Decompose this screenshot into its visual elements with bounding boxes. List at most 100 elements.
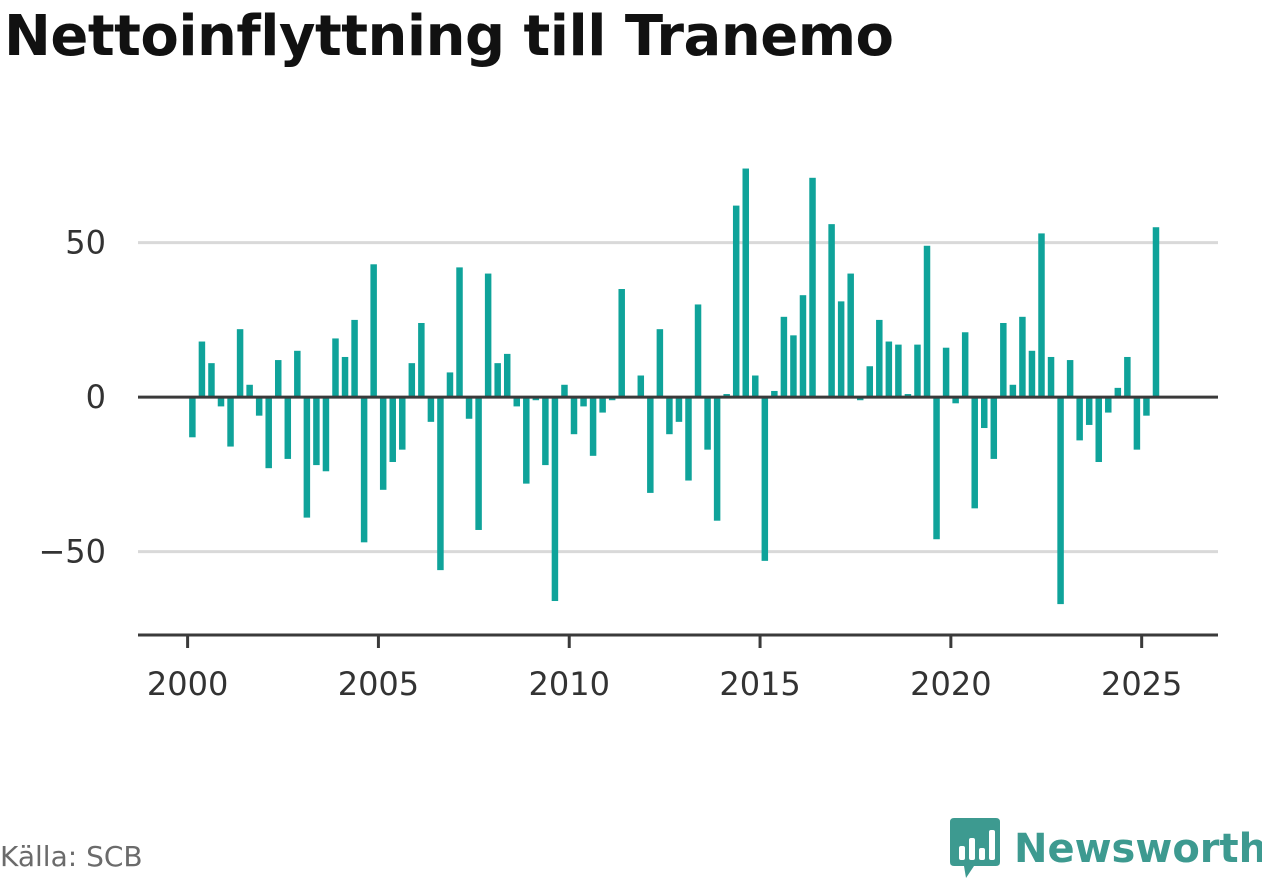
y-axis-ticks: 50 0 −50	[38, 224, 106, 571]
bar	[322, 397, 330, 472]
bars	[189, 168, 1160, 605]
bar	[1076, 397, 1083, 441]
bar	[427, 397, 435, 422]
bar	[732, 205, 740, 398]
x-tick-label: 2005	[338, 665, 419, 703]
bar	[904, 394, 912, 398]
bar	[742, 168, 749, 398]
bar	[1143, 397, 1150, 416]
bar	[208, 363, 215, 398]
bar	[666, 397, 673, 435]
bar	[303, 397, 311, 518]
bar	[332, 338, 339, 398]
bar	[713, 397, 721, 521]
bar	[656, 329, 664, 398]
bar	[599, 397, 606, 413]
bar	[532, 397, 540, 401]
bar	[1085, 397, 1093, 425]
x-tick-label: 2025	[1101, 665, 1182, 703]
bar	[1009, 384, 1017, 398]
bar	[923, 245, 931, 398]
bar	[981, 397, 988, 429]
bar	[1105, 397, 1112, 413]
bar	[809, 177, 816, 398]
bar	[399, 397, 406, 450]
bar	[351, 319, 358, 398]
bar	[1124, 356, 1131, 398]
y-tick-label: 50	[65, 224, 106, 262]
y-tick-label: −50	[38, 533, 106, 571]
bar	[1019, 316, 1026, 398]
bar	[1057, 397, 1064, 605]
bar	[647, 397, 654, 493]
x-axis-ticks: 2000 2005 2010 2015 2020 2025	[147, 635, 1182, 703]
bar	[723, 394, 730, 398]
bar	[1000, 322, 1007, 398]
newsworthy-logo-text: Newsworthy	[1014, 826, 1262, 872]
bar	[895, 344, 902, 398]
bar	[418, 322, 425, 398]
bar	[580, 397, 587, 407]
x-tick-label: 2015	[719, 665, 800, 703]
bar	[961, 332, 969, 398]
bar	[1028, 350, 1036, 398]
bar	[198, 341, 206, 398]
bar	[236, 329, 244, 398]
bar	[341, 356, 349, 398]
gridlines	[138, 241, 1218, 554]
bar	[217, 397, 225, 407]
x-tick-label: 2000	[147, 665, 228, 703]
newsworthy-logo: Newsworthy	[950, 818, 1262, 880]
bar	[446, 372, 454, 398]
bar	[294, 350, 301, 398]
bar	[1114, 387, 1122, 398]
bar	[990, 397, 998, 459]
bar	[952, 397, 959, 404]
y-tick-label: 0	[86, 378, 106, 416]
chart-title: Nettoinflyttning till Tranemo	[4, 4, 894, 69]
bar	[685, 397, 692, 481]
bar	[523, 397, 530, 484]
source-note: Källa: SCB	[0, 840, 143, 873]
bar	[189, 397, 196, 438]
bar	[933, 397, 940, 540]
bar	[589, 397, 597, 456]
bar	[790, 335, 797, 398]
bar	[561, 384, 568, 398]
bar	[866, 366, 874, 398]
bar	[551, 397, 559, 602]
bar	[971, 397, 978, 509]
bar	[1133, 397, 1141, 450]
bar	[313, 397, 320, 466]
bar	[437, 397, 444, 571]
bar	[227, 397, 234, 447]
bar	[570, 397, 578, 435]
bar	[1066, 360, 1074, 398]
bar	[694, 304, 702, 398]
bar	[1047, 356, 1055, 398]
bar	[704, 397, 711, 450]
bar	[484, 273, 492, 398]
bar	[542, 397, 549, 466]
bar	[914, 344, 921, 398]
bar	[284, 397, 292, 459]
bar	[856, 397, 864, 401]
bar	[799, 295, 807, 398]
bar	[255, 397, 263, 416]
bar	[637, 375, 645, 398]
bar	[771, 390, 778, 398]
bar	[1038, 233, 1045, 398]
bar	[837, 301, 845, 398]
bar	[1095, 397, 1102, 463]
bar	[828, 224, 835, 398]
bar	[475, 397, 482, 530]
bar	[608, 397, 616, 401]
x-tick-label: 2020	[910, 665, 991, 703]
bar	[503, 353, 511, 398]
bar	[675, 397, 683, 422]
bar	[360, 397, 368, 543]
bar	[265, 397, 272, 469]
bar	[246, 384, 253, 398]
bar	[513, 397, 521, 407]
bar	[389, 397, 396, 463]
